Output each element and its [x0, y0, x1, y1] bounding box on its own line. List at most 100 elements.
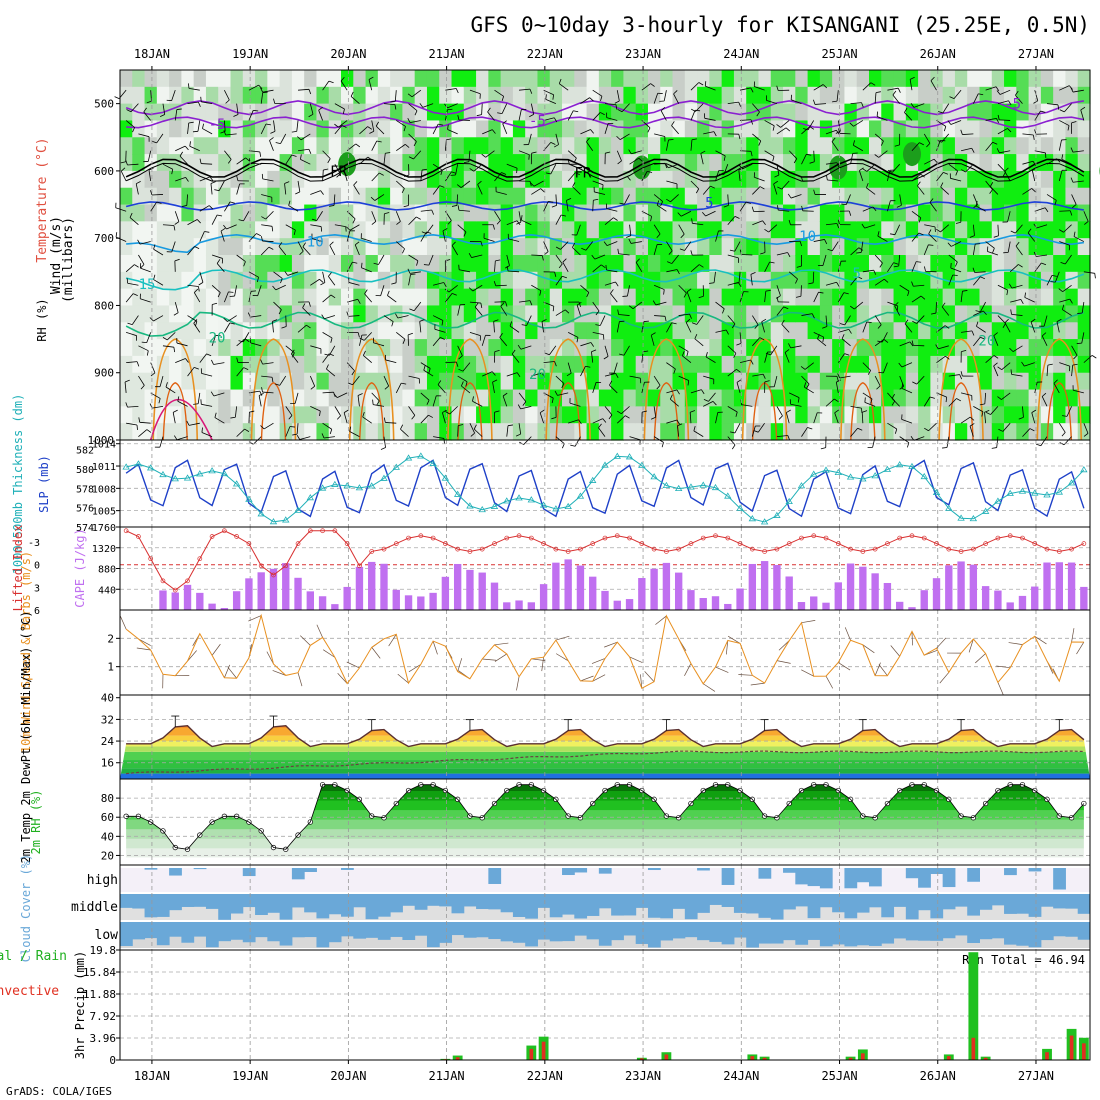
wind-barb — [862, 321, 868, 333]
wind-barb — [262, 362, 274, 365]
rh-cell — [623, 70, 637, 88]
rh-cell — [451, 120, 465, 138]
wind-barb-flag — [926, 143, 931, 148]
rh-cell — [230, 70, 244, 88]
wind-barb — [530, 103, 535, 115]
wind-barb — [236, 103, 239, 115]
wind-barb — [899, 341, 911, 347]
wind-barb — [654, 315, 666, 317]
rh-cell — [476, 120, 489, 138]
rh-cell — [132, 170, 146, 189]
rh-cell — [893, 288, 907, 307]
cloud-bar — [709, 894, 723, 905]
rh-cell — [746, 170, 760, 189]
rh-cell — [402, 389, 416, 407]
wind-barb-flag — [1021, 361, 1025, 367]
wind-barb — [482, 371, 493, 377]
wind-barb — [909, 79, 913, 91]
rh-cell — [807, 305, 821, 323]
rh-cell — [807, 103, 821, 122]
li-point — [222, 528, 227, 534]
rh-cell — [193, 288, 207, 307]
wind-barb — [899, 375, 905, 387]
wind-barb — [297, 148, 309, 152]
wind-barb — [347, 298, 358, 303]
wind-barb-flag — [146, 100, 152, 104]
cape-bar — [724, 603, 732, 610]
wind-barb — [975, 205, 986, 212]
wind-barb — [973, 310, 984, 316]
wind-barb — [408, 216, 417, 226]
wind-barb — [469, 331, 481, 336]
rh-cell — [930, 204, 944, 222]
wind-barb-flag — [677, 212, 682, 217]
rh-cell — [918, 406, 931, 424]
wind-barb — [385, 359, 397, 364]
rh-cell — [697, 322, 710, 340]
rh-cell — [1077, 339, 1091, 357]
wind-barb — [666, 180, 678, 185]
rh-cell — [635, 389, 649, 407]
cloud-bar — [562, 922, 575, 942]
wind-barb — [940, 186, 950, 195]
wind-barb-flag — [781, 319, 785, 325]
wind-barb-flag — [866, 182, 869, 188]
wind-barb — [764, 120, 775, 127]
wind-barb — [555, 194, 558, 206]
wind-barb-flag — [395, 313, 399, 319]
rh-cell — [758, 137, 772, 155]
wind-barb-flag — [1024, 292, 1026, 298]
ytick-label: 600 — [94, 165, 114, 178]
wind-barb — [618, 314, 630, 316]
cloud-bar — [193, 922, 207, 937]
rh-cell — [1004, 305, 1017, 323]
wind-barb-flag — [333, 393, 338, 398]
wind-barb — [125, 264, 135, 273]
cloud-bar — [783, 894, 796, 910]
rh-cell — [353, 305, 367, 323]
rh-cell — [1065, 238, 1079, 256]
cloud-bar — [635, 922, 649, 944]
rh-cell — [562, 70, 575, 88]
wind-barb — [890, 645, 900, 657]
wind-barb-flag — [896, 204, 902, 208]
wind-barb — [696, 315, 704, 325]
wind-barb — [175, 358, 186, 364]
wind-barb — [671, 254, 679, 264]
wind-barb-flag — [884, 278, 889, 283]
cloud-bar — [807, 868, 821, 887]
wind-barb-flag — [1071, 121, 1077, 124]
rh-cell — [426, 322, 440, 340]
wind-barb — [502, 395, 508, 407]
rh-cell — [1077, 70, 1091, 88]
cloud-bar — [1028, 922, 1042, 948]
wind-barb-flag — [857, 276, 863, 280]
wind-barb-flag — [1015, 241, 1020, 247]
wind-barb-flag — [893, 265, 899, 268]
wind-barb-flag — [776, 85, 779, 91]
rh-cell — [905, 204, 919, 222]
rh-cell — [758, 255, 772, 273]
rh-cell — [144, 170, 158, 189]
wind-barb — [825, 675, 834, 689]
wind-barb — [1036, 254, 1048, 257]
rh-cell — [1077, 154, 1091, 172]
wind-barb — [266, 651, 274, 665]
wind-barb — [140, 298, 151, 303]
wind-barb — [754, 86, 765, 91]
wind-barb-flag — [1053, 379, 1058, 384]
rh-cell — [402, 255, 416, 273]
rh-cell — [623, 288, 637, 307]
wind-barb-flag — [996, 118, 1000, 124]
cloud-bar — [918, 922, 931, 941]
li-point — [148, 556, 154, 562]
wind-barb — [930, 80, 937, 91]
rh-cell — [144, 238, 158, 256]
cape-bar — [417, 596, 425, 610]
wind-barb-flag — [969, 235, 975, 238]
wind-barb — [606, 117, 618, 121]
rh-cell — [120, 86, 133, 105]
rh-cell — [954, 255, 968, 273]
wind-barb-flag — [586, 292, 590, 298]
rh-cell — [672, 238, 686, 256]
